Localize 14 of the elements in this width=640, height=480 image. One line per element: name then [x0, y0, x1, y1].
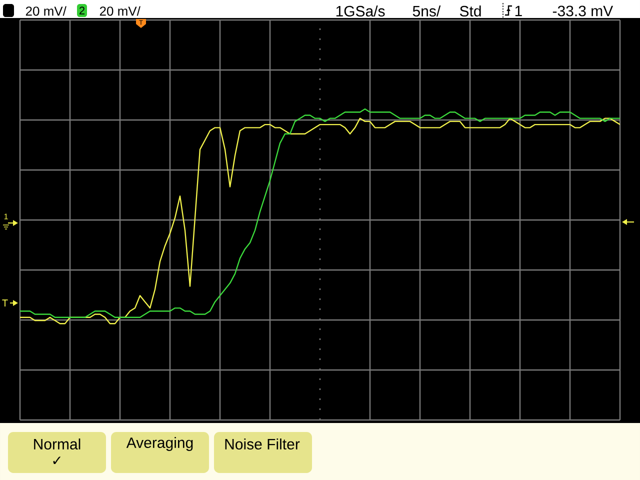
text: 2 — [79, 6, 85, 14]
text: 5ns/ — [412, 5, 441, 17]
text: 1GSa/s — [336, 5, 385, 17]
text: 20 mV/ — [100, 6, 140, 16]
text: Averaging — [126, 437, 193, 451]
text: Std — [460, 5, 481, 17]
text: 20 mV/ — [26, 6, 66, 16]
text: 1 — [515, 6, 522, 16]
text: Noise Filter — [225, 438, 300, 450]
text: -33.3 mV — [552, 6, 614, 16]
text: Normal — [34, 438, 80, 450]
text: 1 — [4, 214, 8, 220]
text: T — [2, 300, 8, 306]
text: ✓ — [53, 456, 60, 464]
